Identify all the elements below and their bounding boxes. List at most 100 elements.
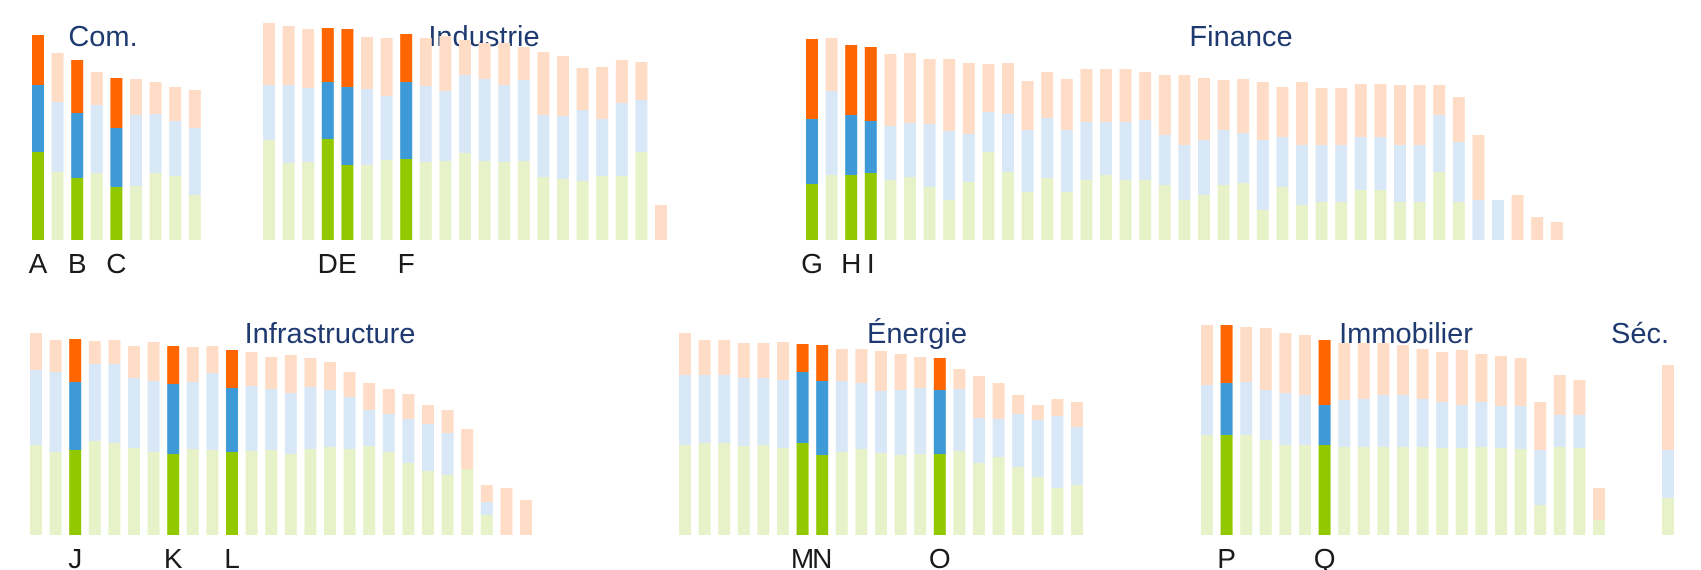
bar-segment-orange [1374, 84, 1387, 137]
bar-segment-orange [188, 90, 201, 128]
bar-segment-green [439, 161, 452, 240]
bar-segment-green [816, 455, 829, 535]
bar-segment-blue [1071, 427, 1083, 485]
bar-segment-orange [343, 372, 356, 397]
bar-segment-green [1374, 190, 1387, 240]
bar-segment-blue [51, 102, 64, 172]
bar-segment-blue [982, 112, 995, 152]
bar-segment-blue [422, 424, 434, 471]
bar-segment-orange [698, 340, 711, 375]
bar-segment-blue [1436, 402, 1449, 448]
bar-segment-blue [1201, 385, 1213, 435]
bar-segment-green [188, 195, 201, 240]
bar-segment-green [90, 173, 103, 240]
bar-segment-green [875, 453, 887, 535]
bar-segment-blue [757, 378, 770, 445]
bar-segment-orange [1119, 69, 1132, 122]
bar-segment-orange [1158, 75, 1171, 135]
bar-segment-green [1119, 180, 1132, 240]
bar-segment-orange [557, 56, 569, 116]
bar-segment-green [517, 161, 530, 240]
bar-segment-orange [302, 29, 315, 88]
bar-segment-green [108, 443, 121, 535]
bar-segment-orange [206, 346, 219, 373]
bar-segment-orange [1335, 88, 1348, 145]
bar-segment-blue [537, 115, 550, 177]
bar-segment-blue [108, 364, 121, 443]
bar-segment-blue [576, 110, 589, 181]
bar-segment-orange [1139, 72, 1152, 120]
bar-segment-green [973, 463, 985, 535]
bar-segment-green [380, 160, 393, 240]
bar-segment-green [1217, 185, 1230, 240]
bar-segment-orange [973, 376, 985, 418]
bar-segment-green [757, 445, 770, 535]
bar-segment-blue [1119, 122, 1132, 180]
bar-segment-blue [596, 119, 609, 176]
bar-label: J [68, 543, 82, 570]
bar-segment-green [361, 165, 373, 240]
bar-label: D [318, 248, 338, 279]
bar-segment-blue [128, 378, 140, 448]
bar-segment-green [363, 446, 376, 535]
bar-segment-green [206, 450, 219, 535]
bar-segment-blue [855, 383, 868, 449]
bar-segment-blue [478, 79, 491, 161]
bar-segment-blue [49, 372, 62, 452]
bar-segment-blue [1318, 405, 1331, 445]
bar-segment-orange [167, 346, 180, 384]
bar-segment-green [679, 445, 691, 535]
bar-segment-blue [110, 128, 123, 187]
bar-segment-orange [1397, 345, 1409, 395]
bar-segment-blue [341, 87, 354, 165]
bar-segment-blue [1021, 130, 1034, 192]
bar-segment-orange [1031, 405, 1044, 420]
bar-segment-green [1433, 172, 1446, 240]
bar-segment-blue [1472, 200, 1485, 240]
bar-segment-blue [884, 126, 897, 180]
bar-segment-blue [1279, 393, 1292, 445]
bar-segment-blue [1276, 137, 1289, 187]
bar-segment-orange [110, 78, 123, 128]
bar-segment-orange [962, 63, 975, 134]
bar-label: I [867, 248, 875, 279]
bar-segment-blue [402, 419, 415, 463]
bar-segment-orange [845, 45, 858, 115]
bar-segment-orange [1240, 327, 1253, 382]
bar-segment-orange [757, 343, 770, 378]
bar-segment-green [943, 200, 956, 240]
bar-label: F [398, 248, 415, 279]
bar-segment-orange [596, 67, 609, 119]
bar-segment-orange [1573, 380, 1586, 415]
bar-segment-green [402, 463, 415, 535]
bar-segment-green [914, 454, 927, 535]
bar-segment-green [1100, 175, 1112, 240]
bar-segment-blue [679, 375, 691, 445]
bar-segment-green [1031, 477, 1044, 535]
bar-segment-orange [982, 64, 995, 112]
bar-segment-blue [1413, 145, 1426, 202]
bar-segment-blue [380, 96, 393, 160]
bar-segment-orange [400, 34, 413, 82]
bar-segment-orange [480, 485, 493, 502]
bar-segment-orange [1593, 488, 1605, 520]
bar-segment-blue [186, 382, 199, 449]
bar-segment-orange [894, 354, 907, 390]
bar-segment-blue [343, 397, 356, 449]
bar-segment-orange [1299, 335, 1311, 395]
bar-segment-orange [1514, 358, 1527, 406]
bar-segment-blue [635, 100, 648, 152]
bar-segment-orange [149, 82, 162, 114]
bar-segment-blue [1354, 137, 1367, 190]
bar-segment-green [1198, 195, 1210, 240]
bar-segment-orange [1279, 333, 1292, 393]
bar-segment-blue [419, 86, 432, 162]
bar-segment-green [1041, 178, 1054, 240]
bar-segment-green [806, 184, 818, 240]
bar-segment-green [698, 443, 711, 535]
bar-segment-green [1357, 447, 1370, 535]
bar-segment-orange [186, 347, 199, 382]
bar-segment-green [615, 176, 628, 240]
